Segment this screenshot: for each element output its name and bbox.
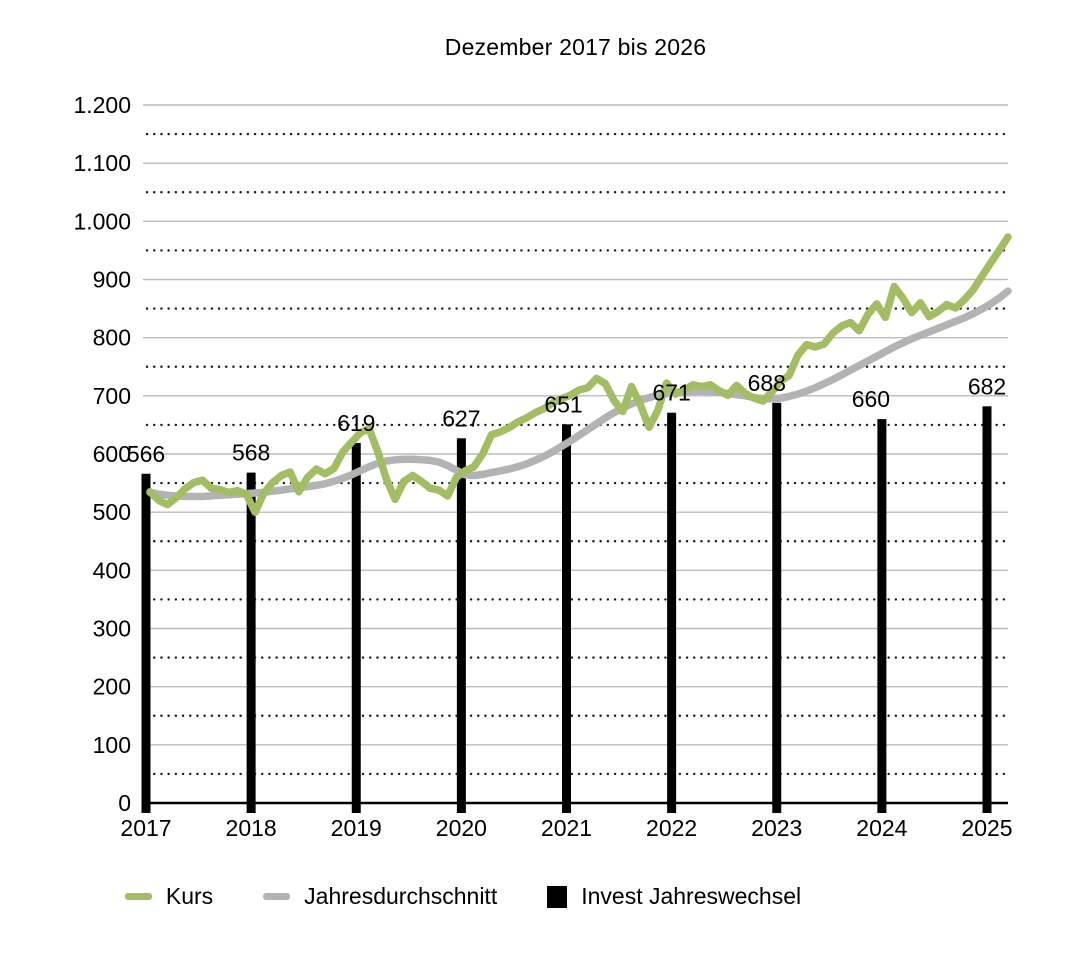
bar-value-label: 627	[442, 405, 480, 431]
bar-value-label: 568	[232, 440, 270, 466]
invest-bar	[772, 402, 782, 813]
x-tick-label: 2022	[646, 815, 697, 841]
x-tick-label: 2025	[961, 815, 1012, 841]
invest-bar	[877, 419, 887, 813]
x-tick-label: 2024	[856, 815, 907, 841]
x-tick-label: 2021	[541, 815, 592, 841]
invest-bar	[456, 438, 466, 813]
invest-bar	[351, 442, 361, 813]
x-tick-label: 2020	[436, 815, 487, 841]
kurs-line-swatch-icon	[124, 893, 152, 900]
x-tick-label: 2017	[120, 815, 171, 841]
bar-value-labels: 566 568 619 627 651 671 688 660 682	[127, 370, 1006, 467]
bar-value-label: 619	[337, 410, 375, 436]
y-tick-label: 400	[93, 557, 131, 583]
bar-value-label: 566	[127, 441, 165, 467]
y-tick-label: 200	[93, 674, 131, 700]
invest-bar-swatch-icon	[547, 885, 568, 908]
legend-item-jahresdurchschnitt: Jahresdurchschnitt	[263, 883, 497, 910]
y-tick-label: 100	[93, 732, 131, 758]
average-line	[146, 287, 1012, 501]
kurs-line-group	[146, 233, 1012, 516]
legend-label-kurs: Kurs	[165, 883, 214, 909]
y-tick-labels: 0 100 200 300 400 500 600 700 800 900 1.000 1.100 1.…	[73, 92, 131, 816]
y-tick-label: 600	[93, 441, 131, 467]
legend: Kurs Jahresdurchschnitt Invest Jahreswec…	[0, 883, 996, 910]
grid-major-lines	[143, 104, 1008, 746]
y-tick-label: 300	[93, 616, 131, 642]
average-line-swatch-icon	[263, 893, 291, 900]
kurs-line	[146, 233, 1012, 516]
invest-bar	[562, 424, 571, 813]
bar-value-label: 682	[968, 373, 1006, 399]
legend-item-invest: Invest Jahreswechsel	[547, 883, 801, 910]
x-tick-label: 2018	[226, 815, 277, 841]
invest-bar	[982, 406, 992, 813]
bar-value-label: 671	[652, 380, 690, 406]
y-tick-label: 900	[93, 267, 131, 293]
x-tick-label: 2023	[751, 815, 802, 841]
x-tick-labels: 2017 2018 2019 2020 2021 2022 2023 2024 2025	[120, 815, 1012, 841]
bar-value-label: 660	[852, 386, 890, 412]
chart-title: Dezember 2017 bis 2026	[444, 34, 707, 60]
x-tick-label: 2019	[331, 815, 382, 841]
y-tick-label: 800	[93, 325, 131, 351]
legend-label-invest: Invest Jahreswechsel	[581, 883, 802, 909]
legend-item-kurs: Kurs	[124, 883, 214, 910]
average-line-group	[146, 287, 1012, 501]
y-tick-label: 1.000	[73, 208, 131, 234]
invest-bar	[141, 473, 151, 813]
invest-bar	[667, 412, 677, 813]
invest-bars	[141, 402, 992, 813]
legend-label-jahresdurchschnitt: Jahresdurchschnitt	[304, 883, 498, 909]
y-tick-label: 1.100	[73, 150, 131, 176]
bar-value-label: 651	[544, 391, 582, 417]
bar-value-label: 688	[748, 370, 786, 396]
y-tick-label: 1.200	[73, 92, 131, 118]
invest-bar	[246, 472, 256, 813]
y-tick-label: 500	[93, 499, 131, 525]
y-tick-label: 0	[118, 790, 131, 816]
grid-minor-dotted-lines	[145, 132, 1010, 776]
y-tick-label: 700	[93, 383, 131, 409]
